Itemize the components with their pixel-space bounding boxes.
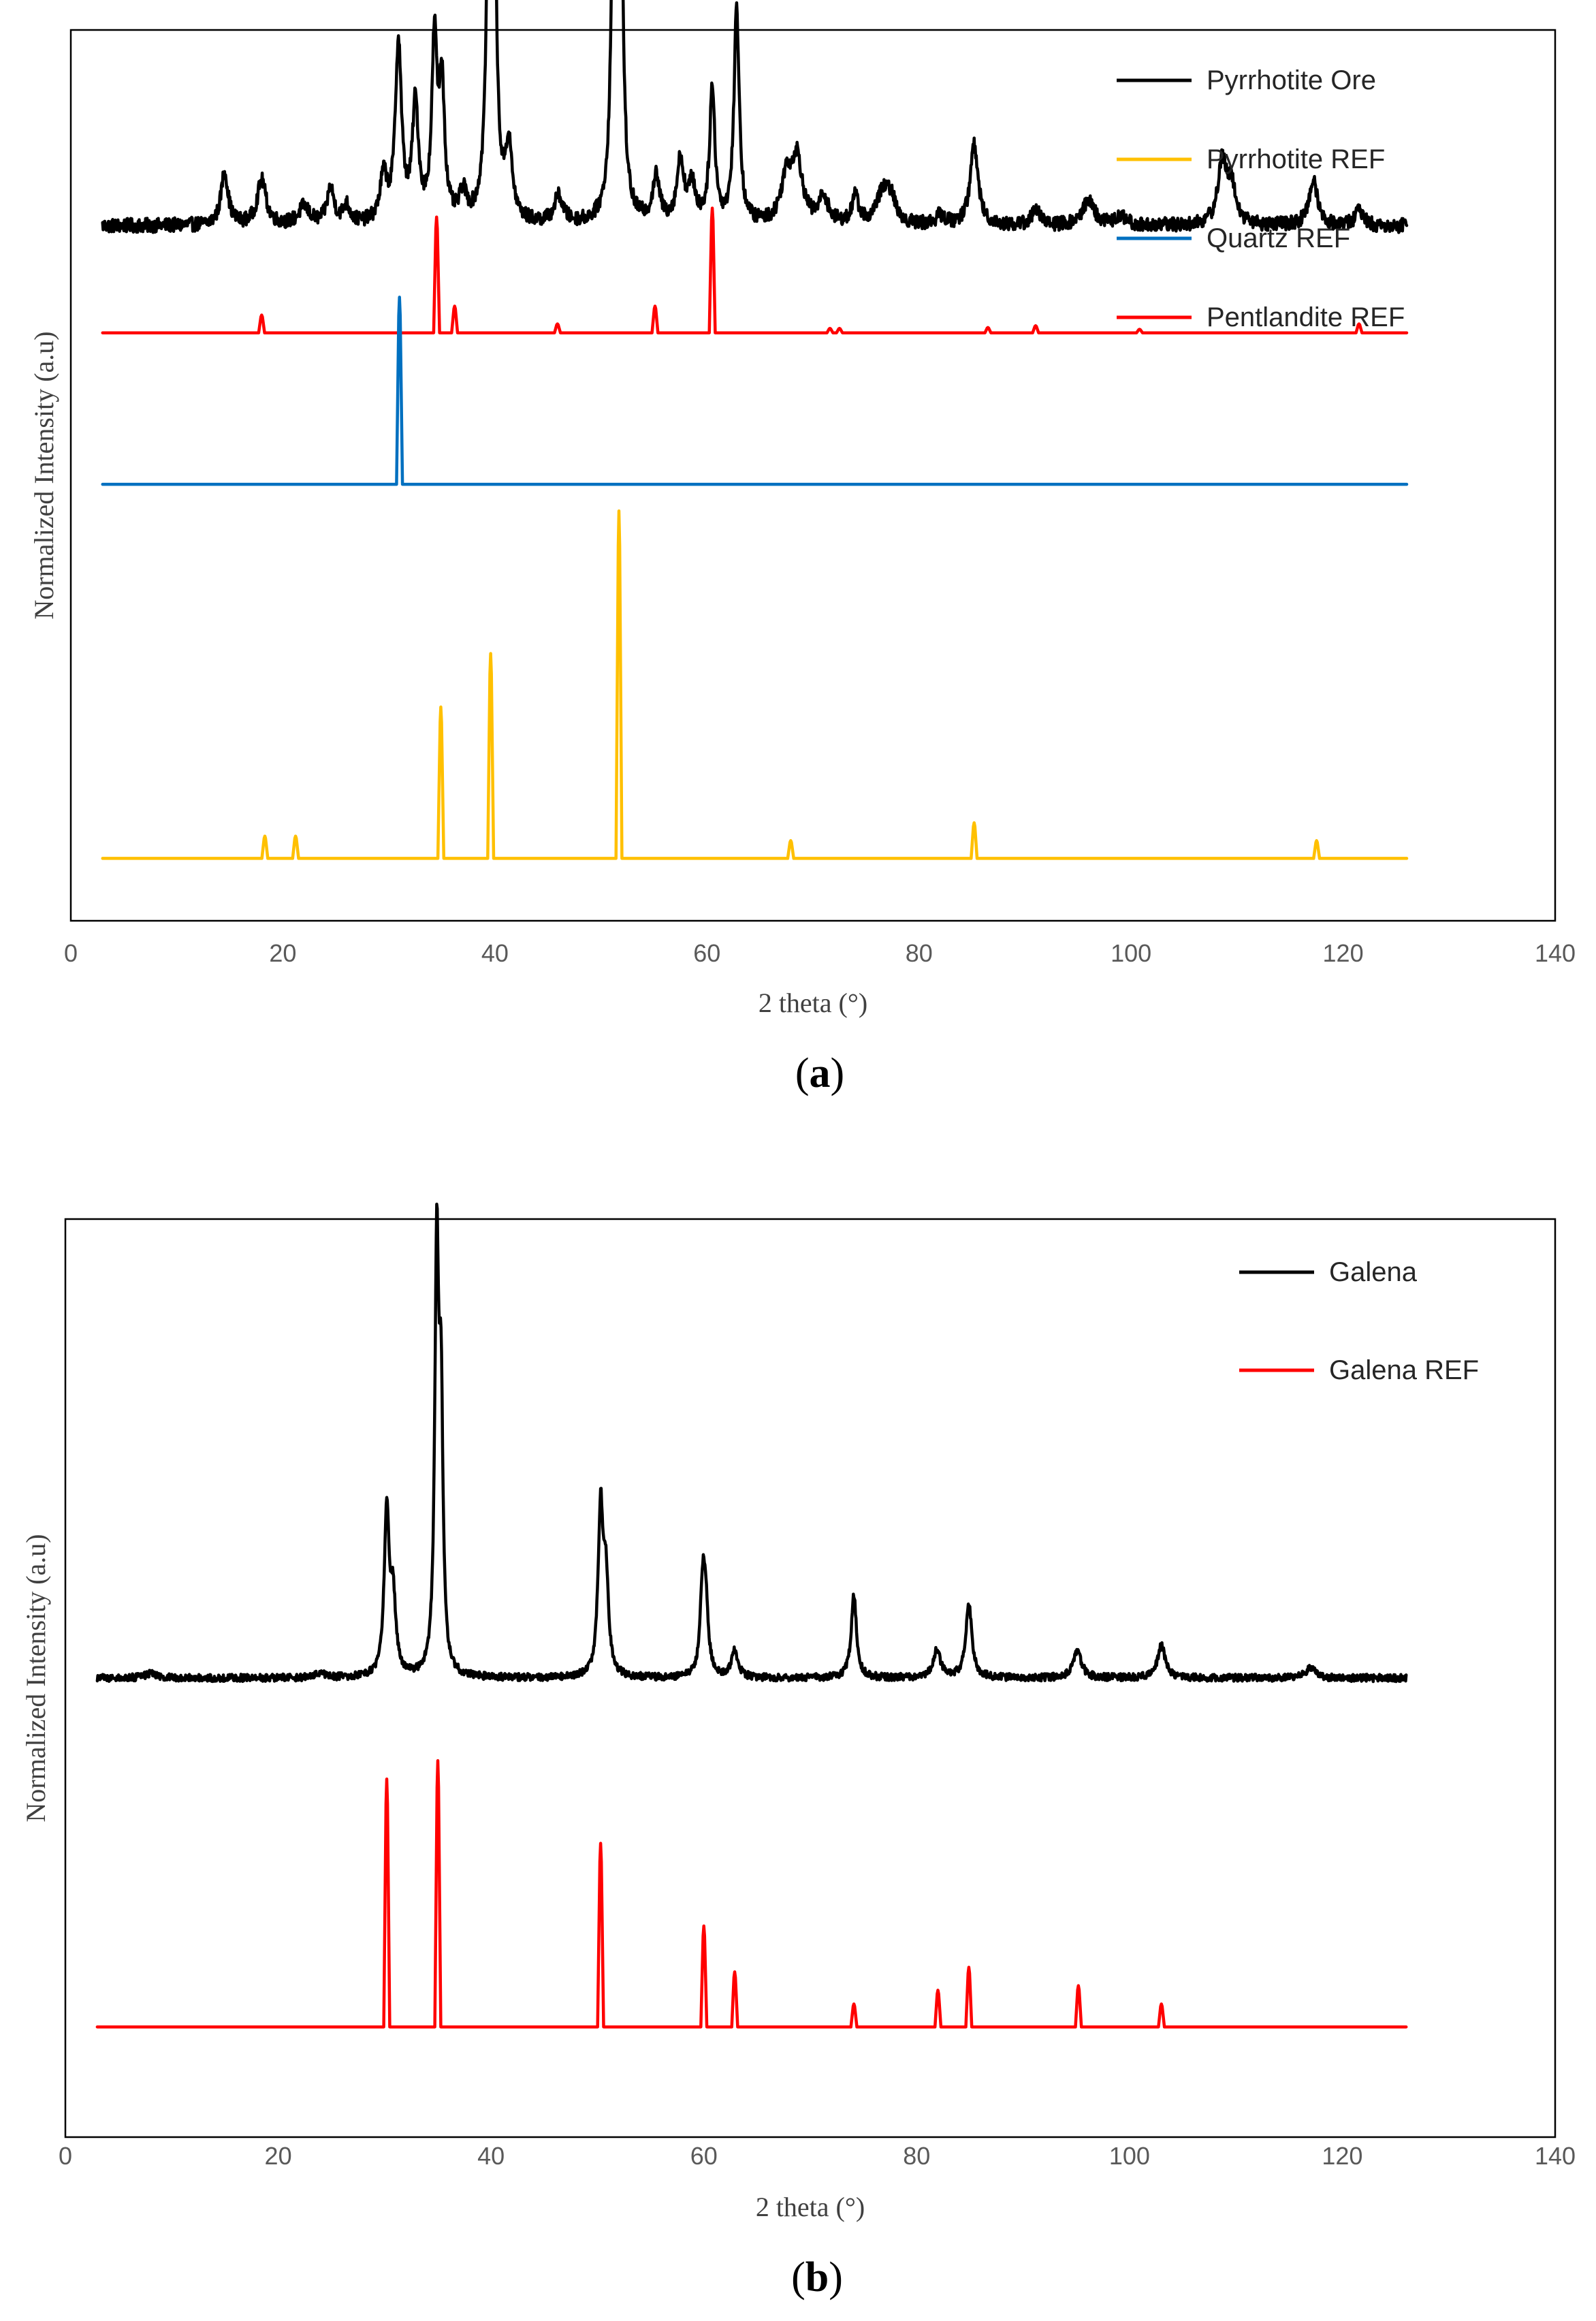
series-line-galena <box>95 1202 1408 1684</box>
legend-label-pyrrhotite-ore: Pyrrhotite Ore <box>1207 65 1376 95</box>
chart-panel-a: 0 20 40 60 80 100 120 140 2 theta (°) Normalized … <box>0 0 1596 1160</box>
figure-caption: (a) <box>795 1050 844 1096</box>
caption-paren-close: ) <box>829 2254 843 2301</box>
x-axis-title: 2 theta (°) <box>759 988 867 1018</box>
legend-label-galena: Galena <box>1329 1257 1418 1287</box>
figure-caption: (b) <box>791 2254 843 2301</box>
legend: Pyrrhotite Ore Pyrrhotite REF Quartz REF Pe… <box>1117 65 1405 332</box>
series-line-pentlandite-ref <box>101 206 1409 334</box>
series-pentlandite-ref <box>101 206 1409 334</box>
x-tick-label: 20 <box>269 939 296 967</box>
chart-panel-b: 0 20 40 60 80 100 120 140 2 theta (°) Normalized … <box>0 1160 1596 2321</box>
x-tick-label: 100 <box>1109 2142 1150 2170</box>
caption-letter: a <box>810 1050 831 1096</box>
caption-paren-open: ( <box>791 2254 805 2301</box>
caption-paren-open: ( <box>795 1050 810 1096</box>
x-tick-label: 80 <box>906 939 933 967</box>
series-line-pyrrhotite-ref <box>101 509 1409 860</box>
x-tick-label: 40 <box>481 939 509 967</box>
x-tick-label: 60 <box>690 2142 718 2170</box>
xrd-chart-b: 0 20 40 60 80 100 120 140 2 theta (°) Normalized … <box>20 1202 1576 2301</box>
legend: Galena Galena REF <box>1239 1257 1479 1385</box>
plot-area-frame <box>69 29 1557 922</box>
x-axis-title: 2 theta (°) <box>756 2192 865 2222</box>
legend-label-pentlandite-ref: Pentlandite REF <box>1207 302 1405 332</box>
x-tick-label: 0 <box>64 939 78 967</box>
series-galena-ref <box>95 1759 1408 2029</box>
x-tick-label: 140 <box>1535 2142 1576 2170</box>
series-pyrrhotite-ore <box>101 0 1409 234</box>
legend-label-pyrrhotite-ref: Pyrrhotite REF <box>1207 144 1385 174</box>
y-axis-title: Normalized Intensity (a.u) <box>20 1534 51 1822</box>
caption-letter: b <box>805 2254 829 2301</box>
legend-label-quartz-ref: Quartz REF <box>1207 223 1350 253</box>
series-quartz-ref <box>101 296 1409 486</box>
x-tick-label: 60 <box>693 939 720 967</box>
xrd-chart-a: 0 20 40 60 80 100 120 140 2 theta (°) Normalized … <box>29 0 1576 1096</box>
y-axis-title: Normalized Intensity (a.u) <box>29 331 59 619</box>
series-line-galena-ref <box>95 1759 1408 2029</box>
x-tick-label: 120 <box>1322 2142 1362 2170</box>
x-tick-label: 40 <box>477 2142 505 2170</box>
caption-paren-close: ) <box>831 1050 845 1096</box>
x-tick-label: 120 <box>1323 939 1364 967</box>
x-tick-label: 100 <box>1111 939 1151 967</box>
series-line-quartz-ref <box>101 296 1409 486</box>
series-pyrrhotite-ref <box>101 509 1409 860</box>
x-tick-label: 20 <box>265 2142 292 2170</box>
x-tick-label: 140 <box>1535 939 1576 967</box>
x-tick-label: 0 <box>59 2142 72 2170</box>
legend-label-galena-ref: Galena REF <box>1329 1355 1479 1385</box>
series-galena <box>95 1202 1408 1684</box>
x-tick-label: 80 <box>903 2142 930 2170</box>
series-line-pyrrhotite-ore <box>101 0 1409 234</box>
plot-area-frame <box>64 1218 1557 2138</box>
